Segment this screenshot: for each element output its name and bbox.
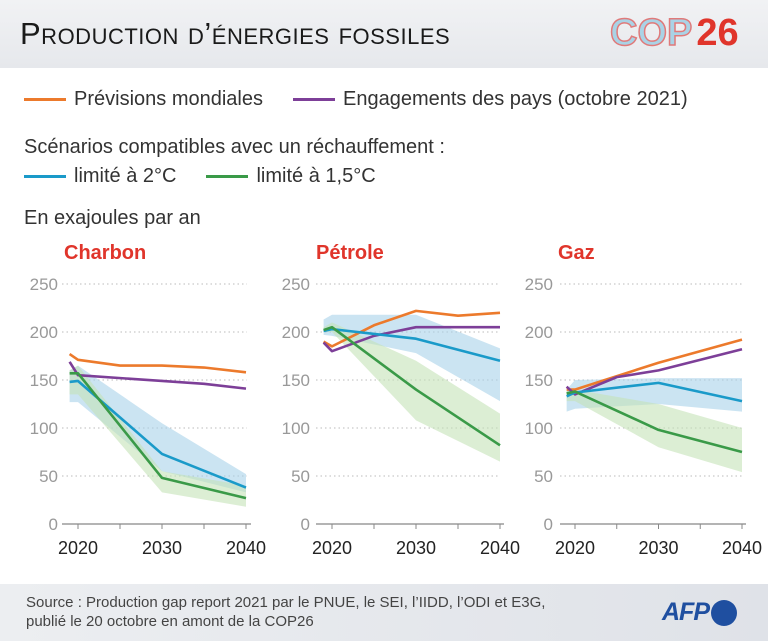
legend-item-limit15: limité à 1,5°C [206,165,376,188]
page-title: Production d’énergies fossiles [20,16,451,51]
series-line-limit15 [323,325,501,447]
y-tick-label: 150 [282,371,310,390]
series-line-pledges [68,361,247,390]
y-tick-label: 150 [30,371,58,390]
y-tick-label: 0 [544,515,553,534]
y-tick-label: 50 [39,467,58,486]
legend-item-limit2: limité à 2°C [24,165,176,188]
y-tick-label: 250 [282,275,310,294]
band-limit15 [323,322,500,462]
x-tick-label: 2020 [58,538,98,558]
cop26-logo: COP 26 [609,11,739,55]
y-tick-label: 0 [301,515,310,534]
band-limit15 [566,389,742,473]
band-limit2 [323,314,500,402]
legend: Prévisions mondiales Engagements des pay… [24,88,718,111]
y-tick-label: 50 [534,467,553,486]
panel-title-petrole: Pétrole [316,242,384,264]
scenario-legend: limité à 2°C limité à 1,5°C [24,165,406,188]
y-tick-label: 250 [525,275,553,294]
y-tick-label: 100 [525,419,553,438]
y-tick-label: 250 [30,275,58,294]
band-limit2 [69,365,246,493]
series-line-limit15 [566,390,743,454]
legend-item-forecast: Prévisions mondiales [24,88,263,111]
legend-swatch-pledges [292,98,335,101]
series-line-limit2 [69,379,247,489]
x-tick-label: 2040 [226,538,266,558]
unit-note: En exajoules par an [24,207,201,229]
legend-swatch-limit15 [206,175,249,178]
series-line-limit15 [69,371,247,500]
y-tick-label: 0 [49,515,58,534]
legend-swatch-limit2 [24,175,66,178]
y-tick-label: 50 [291,467,310,486]
x-tick-label: 2030 [142,538,182,558]
legend-item-pledges: Engagements des pays (octobre 2021) [292,88,688,111]
series-line-pledges [322,325,500,353]
afp-logo: AFP [662,598,737,627]
panel-title-gaz: Gaz [558,242,595,264]
x-tick-label: 2020 [555,538,595,558]
source-note: Source : Production gap report 2021 par … [26,594,546,630]
y-tick-label: 200 [525,323,553,342]
x-tick-label: 2020 [312,538,352,558]
y-tick-label: 150 [525,371,553,390]
x-tick-label: 2030 [638,538,678,558]
panel-title-charbon: Charbon [64,242,147,264]
header: Production d’énergies fossiles COP 26 [0,0,768,68]
y-tick-label: 100 [30,419,58,438]
x-tick-label: 2040 [722,538,762,558]
y-tick-label: 200 [282,323,310,342]
series-line-forecast [322,309,501,348]
x-tick-label: 2040 [480,538,520,558]
legend-swatch-forecast [24,98,66,101]
series-line-limit2 [323,327,501,363]
y-tick-label: 200 [30,323,58,342]
y-tick-label: 100 [282,419,310,438]
series-line-limit2 [566,381,743,403]
scenarios-heading: Scénarios compatibles avec un réchauffem… [24,136,445,158]
footer: Source : Production gap report 2021 par … [0,584,768,641]
series-line-forecast [68,353,247,374]
x-tick-label: 2030 [396,538,436,558]
